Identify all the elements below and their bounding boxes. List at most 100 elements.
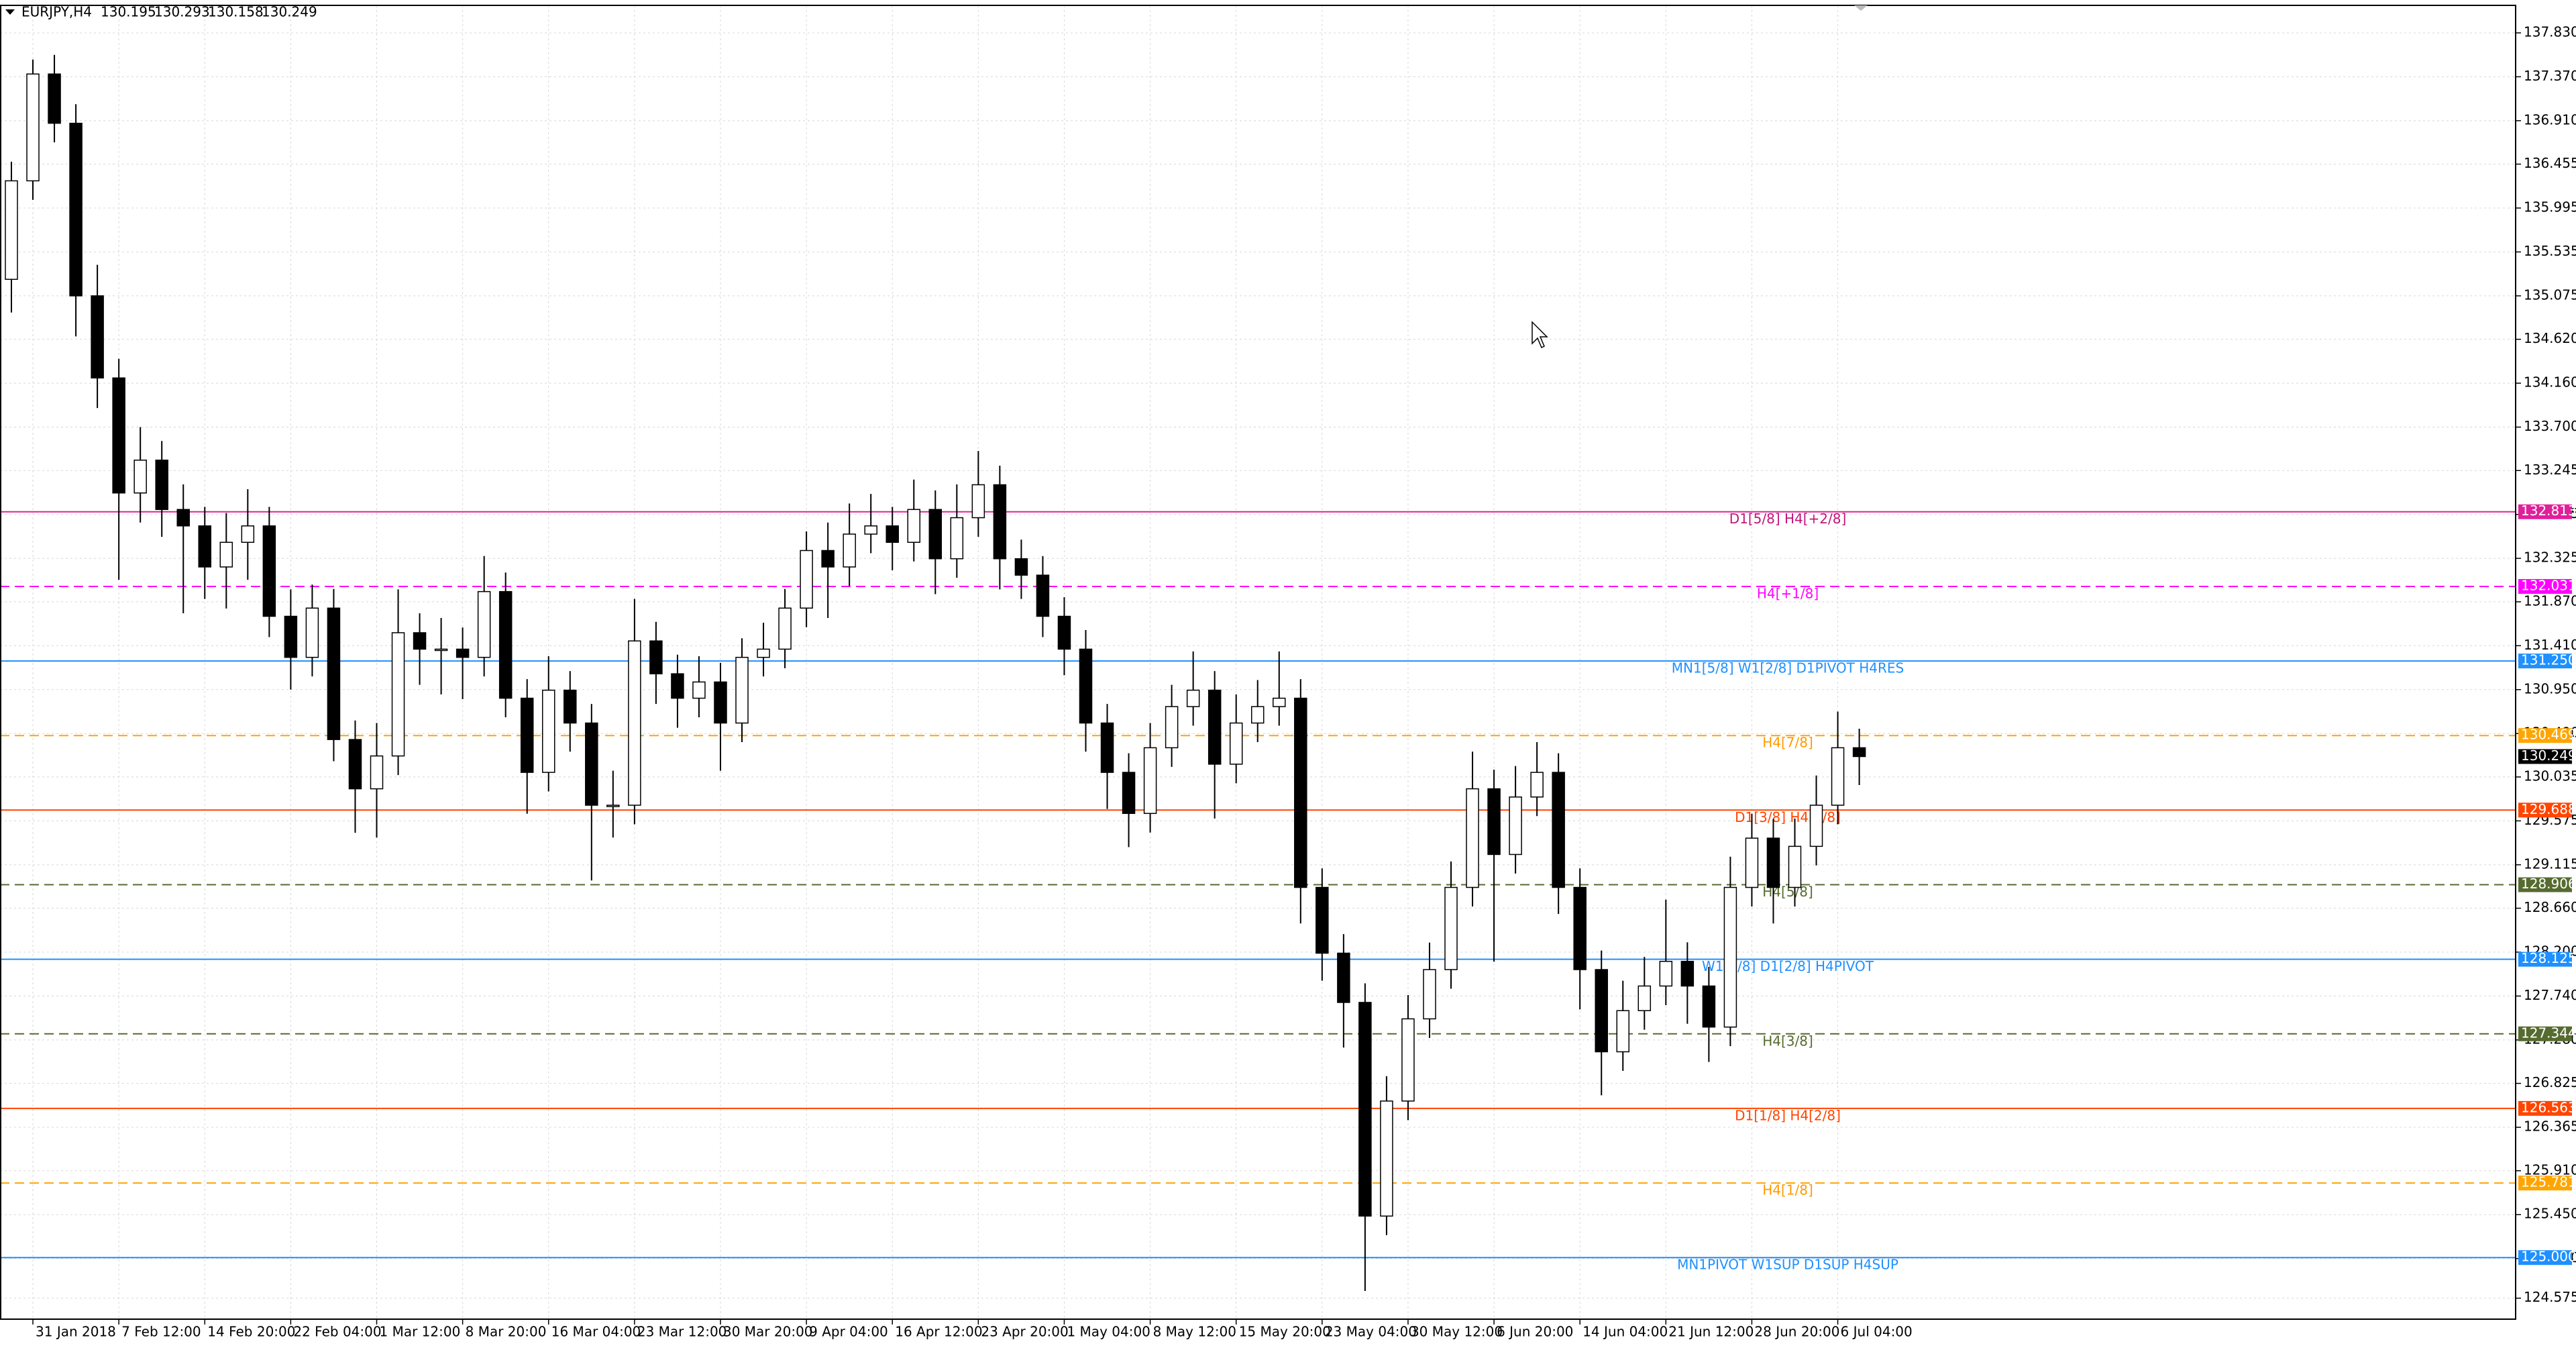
x-tick-label: 21 Jun 12:00 [1668,1324,1754,1340]
candle-body [1401,1018,1415,1102]
candle-body [1444,886,1458,970]
y-tick-label: 135.535 [2524,243,2576,259]
y-tick-label: 130.035 [2524,768,2576,784]
candle-body [1809,805,1823,847]
price-box-label: 132.813 [2521,503,2576,519]
x-tick-label: 23 Apr 20:00 [981,1324,1068,1340]
candle-body [198,525,212,568]
price-box-label: 131.250 [2521,652,2576,668]
price-box [2518,578,2572,594]
candle-body [993,484,1007,560]
level-label: H4[+1/8] [1757,585,1819,601]
candle-body [800,550,813,609]
candle-body [48,73,61,124]
y-tick-label: 125.450 [2524,1206,2576,1222]
candle-body [477,590,491,658]
y-tick-label: 137.370 [2524,68,2576,84]
y-tick-label: 126.365 [2524,1119,2576,1135]
candle-body [434,648,448,652]
x-tick-label: 7 Feb 12:00 [121,1324,201,1340]
candle-body [370,755,384,790]
x-tick-label: 16 Apr 12:00 [895,1324,982,1340]
y-tick-label: 133.700 [2524,418,2576,434]
candles [5,54,1866,1292]
candle-body [1766,837,1780,888]
x-tick-label: 22 Feb 04:00 [293,1324,381,1340]
candle-body [348,739,362,790]
symbol: EURJPY,H4 [21,4,92,20]
y-tick-label: 134.160 [2524,374,2576,391]
y-tick-label: 132.325 [2524,550,2576,566]
y-tick-label: 131.870 [2524,592,2576,609]
plot-frame [0,5,2516,1320]
price-box [2518,654,2572,669]
price-box-label: 128.125 [2521,950,2576,966]
candle-body [585,722,598,806]
candle-body [1316,886,1329,954]
level-label: H4[1/8] [1762,1182,1813,1198]
price-box [2518,1176,2572,1191]
candle-body [1186,689,1200,707]
candle-body [1852,747,1866,758]
mouse-cursor [1532,321,1548,349]
x-tick-label: 8 Mar 20:00 [466,1324,547,1340]
candle-body [628,640,641,806]
candle-body [928,509,943,560]
level-label: H4[7/8] [1762,735,1813,751]
candle-body [1014,558,1028,576]
candle-body [241,525,255,543]
candle-body [1250,706,1265,724]
y-tick-label: 133.245 [2524,462,2576,478]
candle-body [413,632,427,650]
candle-body [1122,772,1136,815]
price-box-label: 129.688 [2521,801,2576,817]
candle-body [520,697,534,773]
price-box [2518,504,2572,519]
candle-body [91,295,104,379]
price-box [2518,1026,2572,1041]
candle-body [1723,886,1737,1028]
candle-body [1057,615,1071,650]
candle-body [542,689,555,773]
level-label: D1[3/8] H4[6/8] [1735,809,1841,825]
candle-body [219,541,233,568]
x-tick-label: 1 Mar 12:00 [380,1324,461,1340]
candle-body [714,681,727,724]
candle-body [1229,722,1243,765]
x-tick-label: 30 May 12:00 [1411,1324,1503,1340]
candle-body [864,525,877,535]
candle-body [262,525,276,617]
candle-body [5,180,18,280]
header-value: 130.158 [208,4,264,20]
candle-body [1337,952,1350,1003]
level-label: D1[5/8] H4[+2/8] [1729,511,1847,527]
candle-body [284,615,298,658]
header-value: 130.249 [262,4,317,20]
candle-body [1358,1002,1372,1217]
x-tick-label: 14 Jun 04:00 [1582,1324,1668,1340]
candle-body [1143,747,1157,815]
x-tick-label: 6 Jul 04:00 [1841,1324,1913,1340]
level-label: H4[3/8] [1762,1033,1813,1049]
candle-body [843,533,856,568]
candle-body [971,484,985,519]
candle-body [907,509,921,543]
price-box-label: 125.781 [2521,1174,2576,1190]
menu-arrow[interactable] [5,9,15,15]
y-tick-label: 124.575 [2524,1289,2576,1305]
y-tick-label: 135.075 [2524,287,2576,303]
candle-body [885,525,899,543]
y-tick-label: 131.410 [2524,637,2576,653]
price-axis: 137.830 137.370 136.910 136.455 135.995 135.5… [2516,23,2576,1305]
candle-body [133,460,147,494]
candle-body [1552,772,1565,888]
price-box-label: 126.563 [2521,1099,2576,1115]
candle-body [649,640,663,674]
candle-body [1530,772,1544,798]
x-tick-label: 6 Jun 20:00 [1497,1324,1573,1340]
candle-body [1595,969,1608,1053]
price-box-label: 127.344 [2521,1025,2576,1041]
y-tick-label: 135.995 [2524,199,2576,215]
